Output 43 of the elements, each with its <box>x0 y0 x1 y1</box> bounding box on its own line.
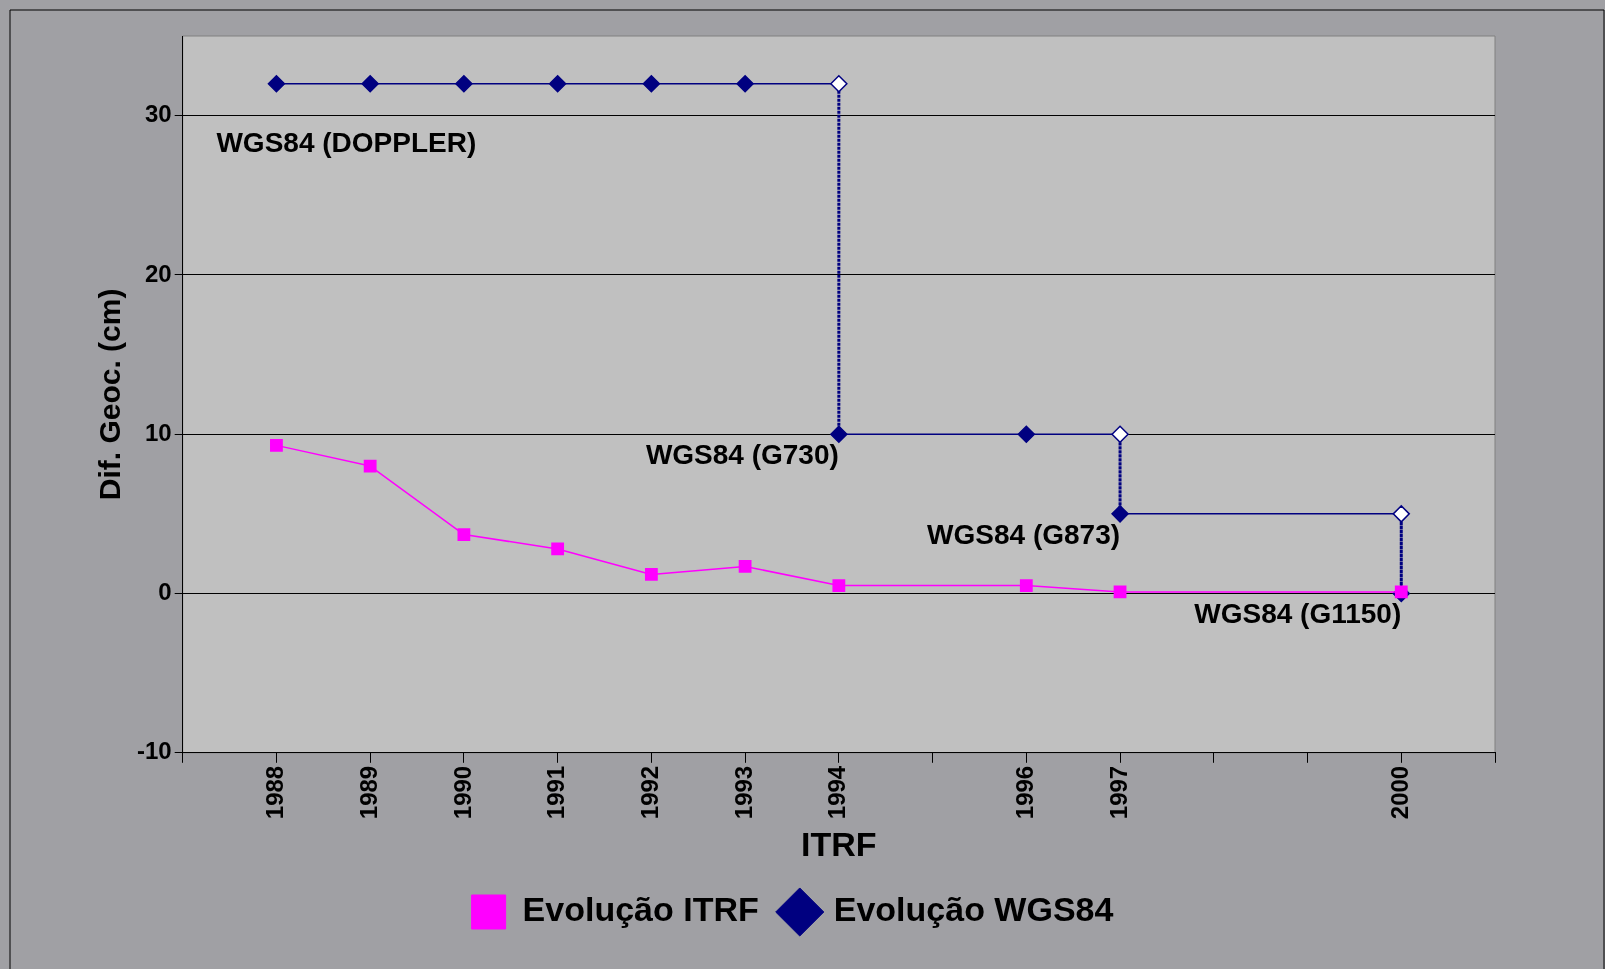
point <box>363 459 377 473</box>
x-tick-label: 1988 <box>261 765 289 820</box>
y-tick-label: 10 <box>144 418 172 446</box>
point <box>361 75 379 93</box>
y-tick-label: 30 <box>144 100 172 128</box>
point <box>830 425 848 443</box>
x-tick-label: 1990 <box>448 765 476 820</box>
point <box>642 75 661 93</box>
x-tick-label: 1992 <box>636 765 663 820</box>
point <box>455 75 473 93</box>
point <box>644 568 658 581</box>
x-tick-label: 1993 <box>729 765 757 820</box>
legend-label: Evolução ITRF <box>522 890 759 929</box>
y-axis-title: Dif. Geoc. (cm) <box>93 288 127 501</box>
annotation: WGS84 (DOPPLER) <box>216 126 477 158</box>
legend-label: Evolução WGS84 <box>833 890 1114 929</box>
x-tick-label: 1997 <box>1104 765 1132 820</box>
x-tick-label: 1989 <box>354 765 382 820</box>
point <box>1019 579 1033 592</box>
x-axis-title: ITRF <box>801 824 877 863</box>
point <box>830 75 848 93</box>
point <box>267 75 286 93</box>
point <box>738 560 752 573</box>
point <box>1017 425 1036 443</box>
y-tick-label: 0 <box>158 578 172 606</box>
point <box>551 542 565 556</box>
annotation: WGS84 (G873) <box>927 518 1121 550</box>
y-tick-label: 20 <box>144 259 172 287</box>
y-tick-label: -10 <box>137 737 172 765</box>
point <box>832 579 846 592</box>
annotation: WGS84 (G1150) <box>1194 598 1402 630</box>
point <box>1111 425 1129 443</box>
point <box>1392 505 1411 523</box>
x-tick-label: 1994 <box>823 765 851 820</box>
point <box>270 438 283 452</box>
point <box>457 528 471 541</box>
annotation: WGS84 (G730) <box>645 438 839 470</box>
x-tick-label: 1996 <box>1010 765 1038 820</box>
point <box>1111 505 1129 523</box>
point <box>548 75 567 93</box>
point <box>736 75 754 93</box>
x-tick-label: 1991 <box>542 765 570 820</box>
x-tick-label: 2000 <box>1385 765 1413 820</box>
